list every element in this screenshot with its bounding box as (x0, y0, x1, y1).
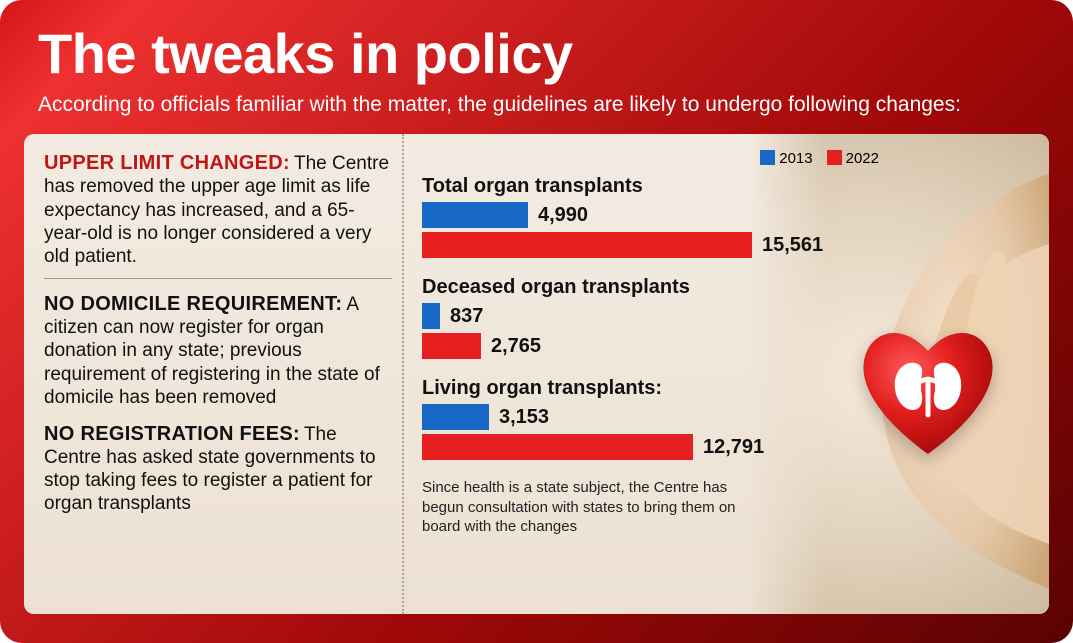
legend-label: 2013 (779, 150, 812, 167)
bar-value-label: 837 (440, 305, 483, 328)
legend-item: 2022 (827, 150, 879, 167)
page-title: The tweaks in policy (38, 26, 1049, 82)
bar-row: 837 (422, 303, 1039, 329)
bar (422, 232, 752, 258)
charts-area: 2013 2022 Total organ transplants 4,990 15… (404, 134, 1049, 614)
bar-chart-container: Total organ transplants 4,990 15,561 Deceas… (422, 175, 1039, 460)
bar (422, 434, 693, 460)
chart-title: Living organ transplants: (422, 377, 1039, 400)
chart-title: Deceased organ transplants (422, 276, 1039, 299)
bar-value-label: 2,765 (481, 335, 541, 358)
bar-row: 4,990 (422, 202, 1039, 228)
policy-head: NO DOMICILE REQUIREMENT: (44, 293, 342, 315)
page-subtitle: According to officials familiar with the… (38, 92, 1049, 118)
chart-title: Total organ transplants (422, 175, 1039, 198)
bar-row: 12,791 (422, 434, 1039, 460)
bar-row: 3,153 (422, 404, 1039, 430)
legend-label: 2022 (846, 150, 879, 167)
policy-item: UPPER LIMIT CHANGED: The Centre has remo… (44, 152, 392, 279)
legend-item: 2013 (760, 150, 812, 167)
bar-value-label: 12,791 (693, 436, 764, 459)
bar (422, 333, 481, 359)
bar-value-label: 3,153 (489, 406, 549, 429)
infographic-card: The tweaks in policy According to offici… (0, 0, 1073, 643)
policy-item: NO DOMICILE REQUIREMENT: A citizen can n… (44, 293, 392, 409)
policy-item: NO REGISTRATION FEES: The Centre has ask… (44, 423, 392, 516)
policy-list: UPPER LIMIT CHANGED: The Centre has remo… (24, 134, 404, 614)
content-panel: UPPER LIMIT CHANGED: The Centre has remo… (24, 134, 1049, 614)
policy-head: UPPER LIMIT CHANGED: (44, 152, 290, 174)
bar-row: 15,561 (422, 232, 1039, 258)
bar (422, 404, 489, 430)
bar-row: 2,765 (422, 333, 1039, 359)
chart-group: Total organ transplants 4,990 15,561 (422, 175, 1039, 258)
square-icon (827, 150, 842, 165)
chart-legend: 2013 2022 (422, 150, 1039, 167)
policy-head: NO REGISTRATION FEES: (44, 423, 300, 445)
chart-group: Deceased organ transplants 837 2,765 (422, 276, 1039, 359)
bar (422, 202, 528, 228)
chart-group: Living organ transplants: 3,153 12,791 (422, 377, 1039, 460)
footnote-text: Since health is a state subject, the Cen… (422, 478, 762, 537)
bar-value-label: 4,990 (528, 204, 588, 227)
square-icon (760, 150, 775, 165)
bar-value-label: 15,561 (752, 234, 823, 257)
bar (422, 303, 440, 329)
